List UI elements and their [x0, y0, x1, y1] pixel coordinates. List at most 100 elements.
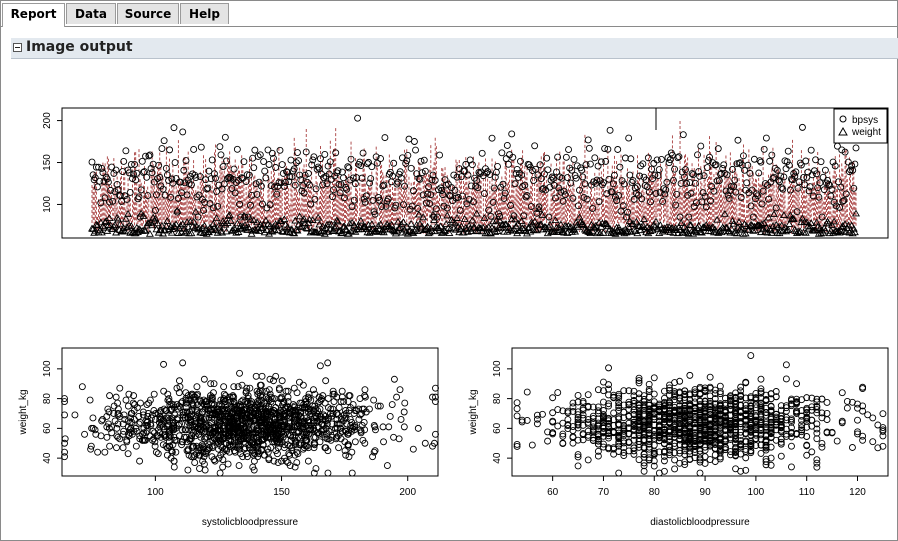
bpsys-point [507, 202, 515, 209]
bpsys-point [474, 184, 482, 192]
bpsys-point [523, 192, 531, 199]
scatter-point [615, 390, 623, 398]
bpsys-point [381, 134, 389, 142]
scatter-point [589, 415, 597, 422]
scatter-point [711, 414, 719, 422]
scatter-point [645, 409, 653, 417]
scatter-point [333, 433, 341, 441]
weight-point [468, 216, 477, 224]
scatter-point [393, 393, 401, 401]
bpsys-point [166, 146, 174, 154]
scatter-point [296, 378, 303, 386]
scatter-point [120, 427, 128, 435]
bpsys-point [290, 165, 298, 173]
scatter-point [279, 430, 287, 438]
tab-help[interactable]: Help [180, 3, 229, 24]
scatter-point [635, 413, 643, 421]
scatter-point [803, 451, 811, 459]
scatter-point [98, 417, 106, 425]
weight-point [482, 224, 491, 232]
bpsys-point [456, 207, 464, 214]
bpsys-point [762, 134, 770, 142]
scatter-point [696, 440, 704, 447]
legend-triangle-marker [838, 126, 848, 136]
scatter-point [248, 429, 256, 437]
scatter-point [574, 408, 582, 416]
scatter-point [721, 435, 729, 443]
scatter-point [258, 372, 266, 380]
bpsys-point [700, 172, 708, 180]
scatter-point [742, 446, 750, 453]
bpsys-point [691, 179, 699, 187]
bpsys-point [428, 176, 436, 184]
scatter-point [793, 400, 800, 408]
bpsys-point [647, 198, 654, 206]
bpsys-point [578, 166, 586, 174]
scatter-point [276, 435, 284, 443]
scatter-point [696, 450, 704, 458]
weight-point [819, 228, 828, 236]
scatter-point [579, 421, 587, 429]
scatter-point [671, 449, 679, 457]
scatter-point [253, 387, 261, 395]
bpsys-point [828, 186, 836, 194]
bpsys-point [286, 173, 294, 181]
scatter-point [348, 469, 356, 477]
bpsys-point [376, 196, 383, 204]
weight-point [443, 211, 452, 219]
bpsys-point [483, 169, 491, 177]
collapse-minus-icon[interactable] [13, 43, 22, 52]
bpsys-point [789, 176, 797, 184]
bpsys-point [802, 157, 810, 165]
weight-point [824, 219, 833, 227]
scatter-point [335, 420, 343, 428]
weight-point [783, 226, 792, 234]
weight-point [372, 227, 381, 235]
scatter-point [142, 436, 149, 444]
tab-source[interactable]: Source [117, 3, 179, 24]
weight-point [424, 229, 433, 237]
bpsys-point [216, 143, 224, 151]
scatter-point [727, 451, 734, 459]
scatter-point [335, 404, 343, 411]
scatter-point [201, 466, 209, 474]
scatter-point [742, 448, 750, 455]
scatter-point [139, 408, 147, 416]
scatter-point [640, 450, 648, 458]
bpsys-point [621, 154, 629, 162]
scatter-point [259, 430, 267, 438]
scatter-point [293, 459, 301, 467]
bpsys-point [766, 157, 774, 165]
scatter-point [226, 441, 233, 449]
scatter-point [696, 458, 704, 466]
scatter-point [175, 389, 183, 397]
scatter-point [747, 407, 755, 415]
weight-point [506, 226, 515, 233]
weight-point [291, 216, 300, 224]
bpsys-point [291, 181, 299, 189]
bpsys-point [623, 213, 630, 221]
scatter-point [630, 447, 638, 455]
scatter-point [293, 389, 301, 397]
bpsys-point [130, 170, 137, 178]
weight-point [827, 220, 836, 228]
bpsys-point [410, 138, 418, 145]
bpsys-point [729, 165, 736, 173]
scatter-point [544, 437, 552, 445]
scatter-point [594, 386, 602, 394]
scatter-point [767, 454, 775, 462]
scatter-point [574, 462, 582, 470]
tab-report[interactable]: Report [2, 3, 65, 27]
scatter-point [130, 407, 138, 414]
weight-point [524, 224, 533, 232]
scatter-point [335, 444, 343, 452]
tab-data[interactable]: Data [66, 3, 116, 24]
weight-point [114, 215, 123, 223]
bpsys-point [632, 189, 640, 197]
bpsys-point [518, 171, 525, 179]
weight-point [397, 220, 406, 228]
scatter-point [157, 407, 165, 414]
weight-point [785, 220, 794, 228]
bpsys-point [515, 169, 523, 177]
weight-point [632, 217, 641, 225]
